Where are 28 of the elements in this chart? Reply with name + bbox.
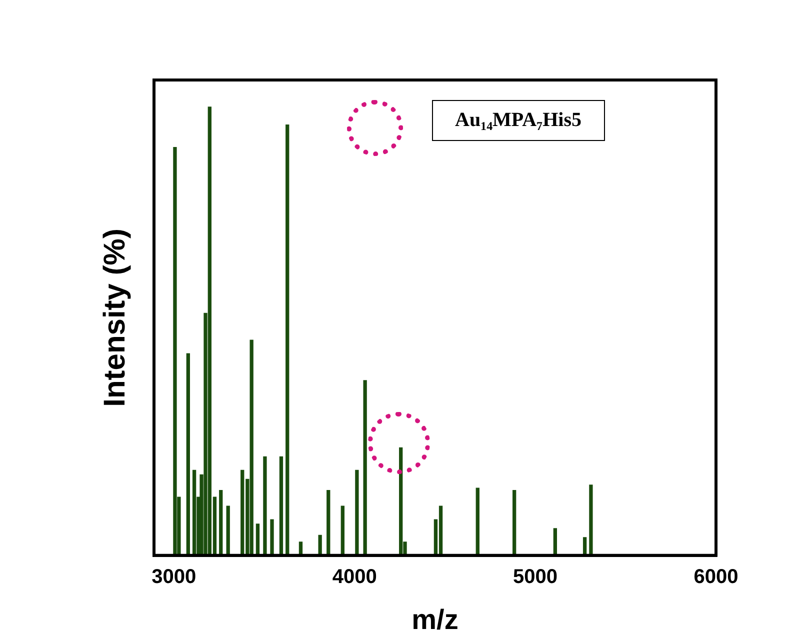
bar xyxy=(256,524,260,556)
bar xyxy=(589,484,593,556)
x-tick-label: 4000 xyxy=(332,566,377,588)
bar xyxy=(270,519,274,556)
bar xyxy=(286,124,290,556)
bar xyxy=(279,456,284,556)
bar xyxy=(476,488,480,556)
bar xyxy=(186,353,190,556)
x-axis-title: m/z xyxy=(412,604,458,635)
bar xyxy=(192,470,196,556)
bar xyxy=(173,146,177,556)
bar xyxy=(318,534,322,556)
bar xyxy=(363,380,367,556)
bar xyxy=(553,528,557,556)
annotation: Au₁₄MPA₇His5 xyxy=(432,100,605,141)
bar xyxy=(226,506,230,556)
x-tick-label: 6000 xyxy=(694,566,738,588)
bar xyxy=(399,447,403,556)
bar xyxy=(326,490,330,556)
x-tick-label: 5000 xyxy=(513,566,558,588)
bar xyxy=(263,456,267,556)
bar xyxy=(340,506,344,556)
y-axis-title: Intensity (%) xyxy=(98,228,132,407)
bar xyxy=(355,470,359,556)
bar xyxy=(512,490,516,556)
bar xyxy=(250,340,254,556)
bar xyxy=(219,490,223,556)
x-tick-label: 3000 xyxy=(152,566,196,588)
